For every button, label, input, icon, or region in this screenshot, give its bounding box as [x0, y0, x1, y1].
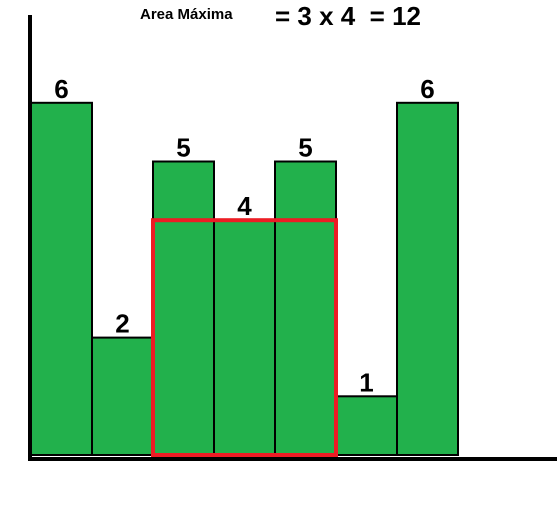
bar-value-label-3: 5: [176, 133, 190, 163]
bar-5: [274, 160, 337, 456]
bar-7: [396, 101, 459, 457]
bar-4: [213, 219, 276, 456]
bar-value-label-1: 6: [54, 74, 68, 104]
bar-value-label-7: 6: [420, 74, 434, 104]
area-equation: = 3 x 4 = 12: [275, 1, 422, 31]
bar-1: [30, 101, 93, 457]
bar-value-label-6: 1: [359, 367, 373, 397]
max-area-rectangle: [151, 218, 338, 457]
chart-title: Area Máxima: [140, 6, 233, 23]
bar-6: [335, 395, 398, 456]
bar-3: [152, 160, 215, 456]
bar-2: [91, 336, 154, 457]
bar-value-label-4: 4: [237, 191, 252, 221]
bar-value-label-2: 2: [115, 309, 129, 339]
bar-value-label-5: 5: [298, 133, 312, 163]
